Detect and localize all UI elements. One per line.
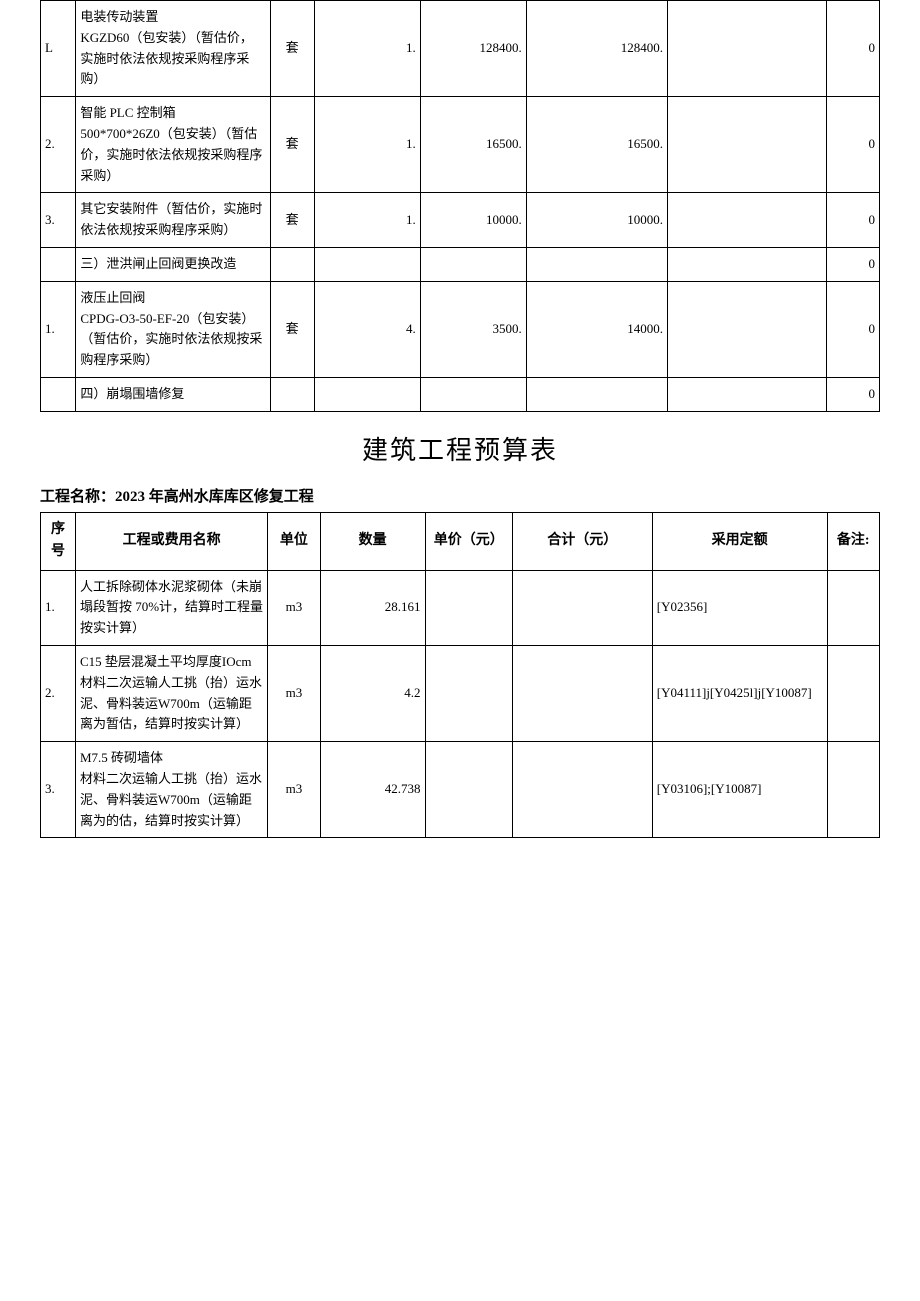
row-name: 其它安装附件（暂估价，实施时依法依规按采购程序采购） xyxy=(76,193,270,248)
row-qty: 1. xyxy=(314,193,420,248)
row-total xyxy=(526,247,667,281)
table-row: 三）泄洪闸止回阀更换改造 0 xyxy=(41,247,880,281)
budget-table-1: L 电装传动装置KGZD60（包安装）（暂估价，实施时依法依规按采购程序采购） … xyxy=(40,0,880,412)
table-row: 2. 智能 PLC 控制箱500*700*26Z0（包安装）（暂估价，实施时依法… xyxy=(41,97,880,193)
row-price: 10000. xyxy=(420,193,526,248)
hdr-note: 备注: xyxy=(827,512,879,570)
row-qty: 1. xyxy=(314,97,420,193)
row-price: 16500. xyxy=(420,97,526,193)
row-quota xyxy=(667,377,826,411)
row-name: 液压止回阀CPDG-O3-50-EF-20（包安装）（暂估价，实施时依法依规按采… xyxy=(76,281,270,377)
row-note: 0 xyxy=(826,97,879,193)
row-unit: 套 xyxy=(270,281,314,377)
row-qty xyxy=(314,247,420,281)
row-total: 16500. xyxy=(526,97,667,193)
table-row: 3. M7.5 砖砌墙体材料二次运输人工挑（抬）运水泥、骨料装运W700m（运输… xyxy=(41,742,880,838)
row-note xyxy=(827,645,879,741)
row-unit: 套 xyxy=(270,1,314,97)
row-quota: [Y03106];[Y10087] xyxy=(652,742,827,838)
budget-table-2: 序号 工程或费用名称 单位 数量 单价（元） 合计（元） 采用定额 备注: 1.… xyxy=(40,512,880,839)
row-quota: [Y02356] xyxy=(652,570,827,645)
row-idx: 1. xyxy=(41,570,76,645)
table-row: 3. 其它安装附件（暂估价，实施时依法依规按采购程序采购） 套 1. 10000… xyxy=(41,193,880,248)
section-title: 建筑工程预算表 xyxy=(40,412,880,479)
row-note: 0 xyxy=(826,193,879,248)
table2-body: 1. 人工拆除砌体水泥浆砌体（未崩塌段暂按 70%计，结算时工程量按实计算） m… xyxy=(41,570,880,838)
row-qty: 4. xyxy=(314,281,420,377)
row-unit: m3 xyxy=(268,570,320,645)
row-price xyxy=(425,570,512,645)
row-note: 0 xyxy=(826,1,879,97)
row-total xyxy=(512,645,652,741)
row-price xyxy=(420,377,526,411)
row-name: 智能 PLC 控制箱500*700*26Z0（包安装）（暂估价，实施时依法依规按… xyxy=(76,97,270,193)
row-total xyxy=(526,377,667,411)
row-quota xyxy=(667,247,826,281)
row-note: 0 xyxy=(826,377,879,411)
row-price: 3500. xyxy=(420,281,526,377)
row-idx: L xyxy=(41,1,76,97)
row-quota: [Y04111]j[Y0425l]j[Y10087] xyxy=(652,645,827,741)
row-quota xyxy=(667,193,826,248)
row-price xyxy=(425,742,512,838)
row-qty: 42.738 xyxy=(320,742,425,838)
row-idx xyxy=(41,247,76,281)
row-price xyxy=(420,247,526,281)
row-idx: 3. xyxy=(41,742,76,838)
row-price xyxy=(425,645,512,741)
row-note: 0 xyxy=(826,281,879,377)
row-name: C15 垫层混凝土平均厚度IOcm材料二次运输人工挑（抬）运水泥、骨料装运W70… xyxy=(75,645,267,741)
row-total xyxy=(512,570,652,645)
row-qty: 4.2 xyxy=(320,645,425,741)
hdr-unit: 单位 xyxy=(268,512,320,570)
row-qty xyxy=(314,377,420,411)
row-name: M7.5 砖砌墙体材料二次运输人工挑（抬）运水泥、骨料装运W700m（运输距离为… xyxy=(75,742,267,838)
row-quota xyxy=(667,281,826,377)
row-unit xyxy=(270,377,314,411)
hdr-qty: 数量 xyxy=(320,512,425,570)
project-name: 工程名称：2023 年高州水库库区修复工程 xyxy=(40,479,880,512)
table-row: 2. C15 垫层混凝土平均厚度IOcm材料二次运输人工挑（抬）运水泥、骨料装运… xyxy=(41,645,880,741)
table-header-row: 序号 工程或费用名称 单位 数量 单价（元） 合计（元） 采用定额 备注: xyxy=(41,512,880,570)
row-total: 10000. xyxy=(526,193,667,248)
hdr-idx: 序号 xyxy=(41,512,76,570)
row-idx: 2. xyxy=(41,645,76,741)
row-total: 128400. xyxy=(526,1,667,97)
table-row: 1. 人工拆除砌体水泥浆砌体（未崩塌段暂按 70%计，结算时工程量按实计算） m… xyxy=(41,570,880,645)
hdr-quota: 采用定额 xyxy=(652,512,827,570)
row-price: 128400. xyxy=(420,1,526,97)
row-qty: 1. xyxy=(314,1,420,97)
row-name: 三）泄洪闸止回阀更换改造 xyxy=(76,247,270,281)
row-unit xyxy=(270,247,314,281)
row-idx: 2. xyxy=(41,97,76,193)
hdr-price: 单价（元） xyxy=(425,512,512,570)
row-unit: m3 xyxy=(268,645,320,741)
row-idx: 1. xyxy=(41,281,76,377)
table-row: 1. 液压止回阀CPDG-O3-50-EF-20（包安装）（暂估价，实施时依法依… xyxy=(41,281,880,377)
row-unit: m3 xyxy=(268,742,320,838)
row-idx xyxy=(41,377,76,411)
table1-body: L 电装传动装置KGZD60（包安装）（暂估价，实施时依法依规按采购程序采购） … xyxy=(41,1,880,412)
hdr-total: 合计（元） xyxy=(512,512,652,570)
row-name: 人工拆除砌体水泥浆砌体（未崩塌段暂按 70%计，结算时工程量按实计算） xyxy=(75,570,267,645)
row-note: 0 xyxy=(826,247,879,281)
row-unit: 套 xyxy=(270,97,314,193)
row-unit: 套 xyxy=(270,193,314,248)
row-total xyxy=(512,742,652,838)
hdr-name: 工程或费用名称 xyxy=(75,512,267,570)
row-name: 四）崩塌围墙修复 xyxy=(76,377,270,411)
row-total: 14000. xyxy=(526,281,667,377)
row-note xyxy=(827,570,879,645)
row-name: 电装传动装置KGZD60（包安装）（暂估价，实施时依法依规按采购程序采购） xyxy=(76,1,270,97)
row-note xyxy=(827,742,879,838)
row-quota xyxy=(667,1,826,97)
table-row: L 电装传动装置KGZD60（包安装）（暂估价，实施时依法依规按采购程序采购） … xyxy=(41,1,880,97)
table-row: 四）崩塌围墙修复 0 xyxy=(41,377,880,411)
row-quota xyxy=(667,97,826,193)
row-qty: 28.161 xyxy=(320,570,425,645)
row-idx: 3. xyxy=(41,193,76,248)
